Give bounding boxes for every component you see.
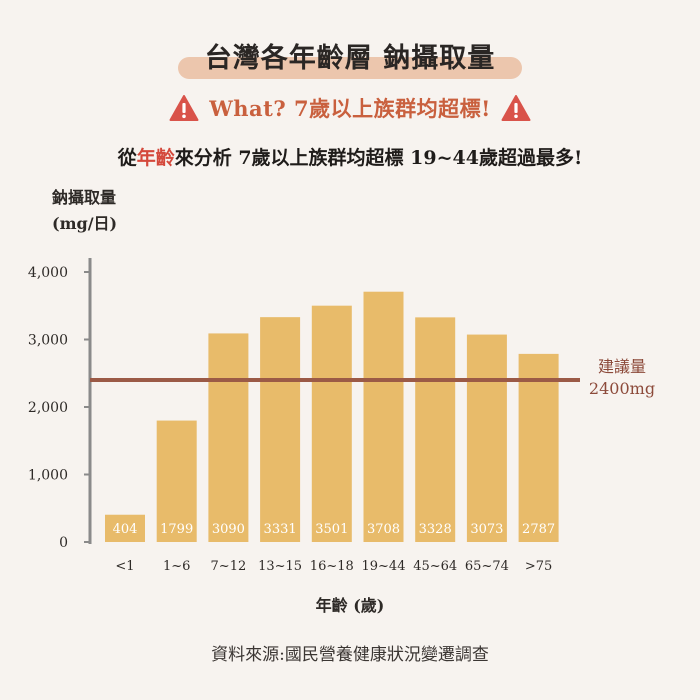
page-title: 台灣各年齡層 鈉攝取量 xyxy=(204,43,496,74)
y-tick-label: 3,000 xyxy=(28,333,68,349)
bar-value-label: 3090 xyxy=(212,522,245,537)
y-tick-label: 0 xyxy=(59,535,68,551)
bar-value-label: 3501 xyxy=(315,522,348,537)
bar-value-label: 3708 xyxy=(367,522,400,537)
bar-value-label: 404 xyxy=(113,522,138,537)
x-tick-label: >75 xyxy=(525,559,552,574)
bar xyxy=(105,514,145,542)
bar-value-label: 3331 xyxy=(264,522,297,537)
warning-text: What? 7歲以上族群均超標! xyxy=(209,96,491,121)
x-tick-label: 19~44 xyxy=(362,559,406,574)
bar-value-label: 3328 xyxy=(419,522,452,537)
reference-label-line1: 建議量 xyxy=(597,357,646,376)
bar xyxy=(260,317,301,542)
subtitle: 從年齡來分析 7歲以上族群均超標 19~44歲超過最多! xyxy=(0,143,700,170)
y-axis-label-line1: 鈉攝取量 xyxy=(52,188,117,207)
warning-row: What? 7歲以上族群均超標! xyxy=(0,92,700,124)
source-note: 資料來源:國民營養健康狀況變遷調查 xyxy=(211,645,489,665)
x-tick-label: 16~18 xyxy=(310,559,354,574)
bar xyxy=(156,420,197,542)
x-tick-label: 65~74 xyxy=(465,559,509,574)
y-tick-label: 4,000 xyxy=(28,265,68,281)
bar xyxy=(311,305,352,542)
subtitle-highlight: 年齡 xyxy=(136,147,175,169)
bar xyxy=(363,291,404,542)
y-tick-label: 1,000 xyxy=(28,468,68,484)
y-axis-label: 鈉攝取量 (mg/日) xyxy=(52,185,117,237)
x-tick-label: 13~15 xyxy=(258,559,302,574)
title-highlight xyxy=(178,57,522,79)
x-tick-label: 1~6 xyxy=(163,559,190,574)
reference-label-line2: 2400mg xyxy=(588,379,656,398)
x-tick-label: <1 xyxy=(115,559,134,574)
subtitle-pre: 從 xyxy=(117,147,137,169)
title-area: 台灣各年齡層 鈉攝取量 xyxy=(0,30,700,80)
x-axis-label: 年齡 (歲) xyxy=(315,596,385,615)
bar xyxy=(466,334,507,542)
x-tick-label: 7~12 xyxy=(211,559,247,574)
reference-line-label: 建議量 2400mg xyxy=(582,356,662,400)
bar xyxy=(208,333,249,542)
bar-value-label: 3073 xyxy=(470,522,503,537)
bar-value-label: 1799 xyxy=(160,522,193,537)
subtitle-post: 來分析 7歲以上族群均超標 19~44歲超過最多! xyxy=(174,147,583,169)
y-tick-label: 2,000 xyxy=(28,400,68,416)
bar-value-label: 2787 xyxy=(522,522,555,537)
warning-icon xyxy=(169,95,199,121)
bar xyxy=(518,353,559,542)
bar xyxy=(415,317,456,542)
warning-icon xyxy=(501,95,531,121)
x-tick-label: 45~64 xyxy=(413,559,457,574)
y-axis-label-line2: (mg/日) xyxy=(52,214,118,233)
